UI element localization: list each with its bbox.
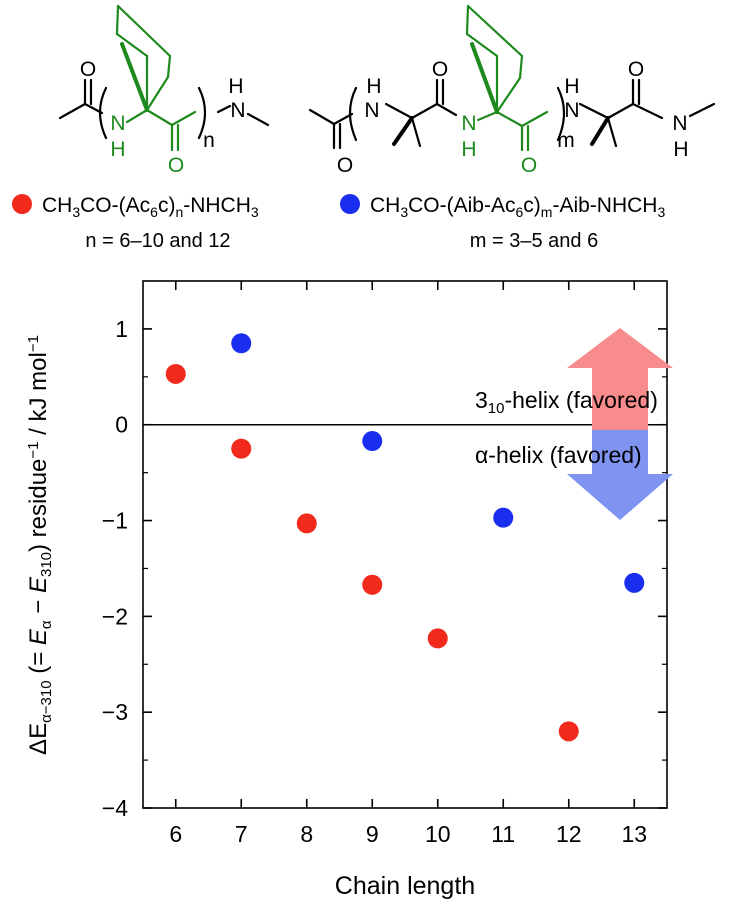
x-tick-label: 8 xyxy=(300,821,313,847)
structure-left: O H N N H O n xyxy=(58,4,270,177)
data-point-aib-ac6c xyxy=(362,431,383,452)
data-point-ac6c xyxy=(558,721,579,742)
data-point-ac6c xyxy=(296,513,317,534)
x-tick-label: 13 xyxy=(621,821,647,847)
plot-frame xyxy=(142,280,668,809)
atom-n1: N xyxy=(364,99,379,122)
legend-marker-blue xyxy=(340,194,360,214)
y-tick-label: −2 xyxy=(102,603,128,629)
y-tick-label: −1 xyxy=(102,508,128,534)
atom-n2: N xyxy=(461,112,476,135)
data-point-ac6c xyxy=(231,438,252,459)
data-point-aib-ac6c xyxy=(624,572,645,593)
plot-area: 6 7 8 9 10 11 12 13 −4 −3 −2 −1 0 1 310-helix (favor… xyxy=(102,280,673,847)
down-annotation-label: α-helix (favored) xyxy=(475,442,642,468)
x-axis-label: Chain length xyxy=(335,872,475,900)
legend: CH3CO-(Ac6c)n-NHCH3 n = 6–10 and 12 CH3C… xyxy=(12,194,665,252)
data-point-aib-ac6c xyxy=(493,507,514,528)
data-point-ac6c xyxy=(362,574,383,595)
axis-ticks xyxy=(143,281,667,809)
legend-range-2: m = 3–5 and 6 xyxy=(470,230,598,252)
data-points xyxy=(165,333,645,742)
atom-h-left: H xyxy=(110,138,125,161)
atom-h-top: H xyxy=(228,75,243,98)
x-tick-label: 7 xyxy=(235,821,248,847)
atom-o1: O xyxy=(80,58,96,81)
atom-o2: O xyxy=(432,58,448,81)
y-tick-label: 1 xyxy=(115,316,128,342)
up-arrow xyxy=(567,328,673,430)
data-point-ac6c xyxy=(427,628,448,649)
atom-n-top: N xyxy=(230,99,245,122)
y-tick-label: −3 xyxy=(102,699,128,725)
up-annotation-label: 310-helix (favored) xyxy=(475,387,658,417)
structure-right: O N H O N H O m O H N N H O xyxy=(308,4,716,177)
data-point-ac6c xyxy=(165,363,186,384)
atom-h4: H xyxy=(673,138,688,161)
annotation-arrows xyxy=(567,328,673,520)
legend-formula-1: CH3CO-(Ac6c)n-NHCH3 xyxy=(42,194,259,220)
y-tick-label: −4 xyxy=(102,795,128,821)
atom-o-bottom: O xyxy=(168,154,184,177)
atom-o3: O xyxy=(521,154,537,177)
legend-marker-red xyxy=(12,194,32,214)
y-axis-label: ΔEα−310 (= Eα − E310) residue−1 / kJ mol… xyxy=(25,335,55,755)
atom-n-left: N xyxy=(110,112,125,135)
data-point-aib-ac6c xyxy=(231,333,252,354)
atom-o4: O xyxy=(628,58,644,81)
atom-o1: O xyxy=(337,154,353,177)
x-tick-label: 10 xyxy=(425,821,451,847)
x-tick-label: 6 xyxy=(169,821,182,847)
atom-h3: H xyxy=(564,75,579,98)
down-arrow xyxy=(567,430,673,520)
y-tick-labels: −4 −3 −2 −1 0 1 xyxy=(102,316,128,821)
atom-n4: N xyxy=(672,112,687,135)
legend-range-1: n = 6–10 and 12 xyxy=(85,230,230,252)
atom-h1: H xyxy=(366,75,381,98)
atom-n3: N xyxy=(564,99,579,122)
legend-formula-2: CH3CO-(Aib-Ac6c)m-Aib-NHCH3 xyxy=(370,194,665,220)
x-tick-label: 11 xyxy=(491,821,515,847)
subscript-n: n xyxy=(203,129,215,152)
subscript-m: m xyxy=(557,129,575,152)
y-tick-label: 0 xyxy=(115,412,128,438)
x-tick-label: 9 xyxy=(366,821,379,847)
atom-h2: H xyxy=(461,138,476,161)
x-tick-label: 12 xyxy=(556,821,582,847)
x-tick-labels: 6 7 8 9 10 11 12 13 xyxy=(169,821,647,847)
